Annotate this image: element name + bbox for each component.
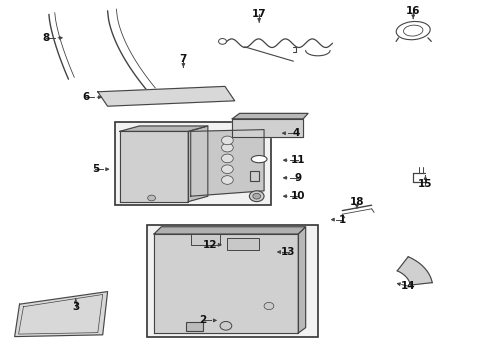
Circle shape: [221, 154, 233, 163]
Ellipse shape: [403, 25, 422, 36]
Ellipse shape: [395, 22, 429, 40]
Text: 6: 6: [82, 92, 89, 102]
Text: 17: 17: [251, 9, 266, 19]
Bar: [185, 322, 203, 331]
Text: 9: 9: [294, 173, 301, 183]
Polygon shape: [154, 234, 298, 333]
Bar: [115, 122, 271, 205]
Circle shape: [221, 143, 233, 152]
Polygon shape: [154, 227, 305, 234]
Text: 2: 2: [199, 315, 206, 325]
Circle shape: [221, 176, 233, 184]
Text: 8: 8: [43, 33, 50, 43]
Text: 15: 15: [417, 179, 432, 189]
Polygon shape: [120, 131, 188, 202]
Bar: [227, 238, 259, 250]
Polygon shape: [188, 126, 207, 202]
Polygon shape: [232, 113, 307, 119]
Text: 13: 13: [281, 247, 295, 257]
Polygon shape: [98, 86, 234, 106]
Text: 4: 4: [291, 128, 299, 138]
Circle shape: [218, 39, 226, 44]
Polygon shape: [298, 227, 305, 333]
Ellipse shape: [251, 156, 266, 163]
Text: 18: 18: [349, 197, 364, 207]
Polygon shape: [15, 292, 107, 337]
Circle shape: [221, 136, 233, 145]
Text: 7: 7: [179, 54, 187, 64]
Circle shape: [252, 193, 260, 199]
Polygon shape: [396, 257, 431, 285]
Polygon shape: [120, 126, 207, 131]
Circle shape: [220, 321, 231, 330]
Bar: [190, 234, 220, 245]
Text: 5: 5: [92, 164, 99, 174]
Bar: [146, 225, 317, 337]
Circle shape: [264, 302, 273, 310]
Polygon shape: [232, 119, 303, 137]
Text: 12: 12: [203, 240, 217, 250]
Text: 11: 11: [290, 155, 305, 165]
Text: 14: 14: [400, 281, 415, 291]
Text: 3: 3: [72, 302, 79, 312]
Bar: [250, 171, 259, 181]
Circle shape: [221, 165, 233, 174]
Circle shape: [249, 191, 264, 202]
Polygon shape: [190, 130, 264, 196]
Text: 1: 1: [338, 215, 345, 225]
Circle shape: [147, 195, 155, 201]
Text: 10: 10: [290, 191, 305, 201]
Text: 16: 16: [405, 6, 420, 16]
